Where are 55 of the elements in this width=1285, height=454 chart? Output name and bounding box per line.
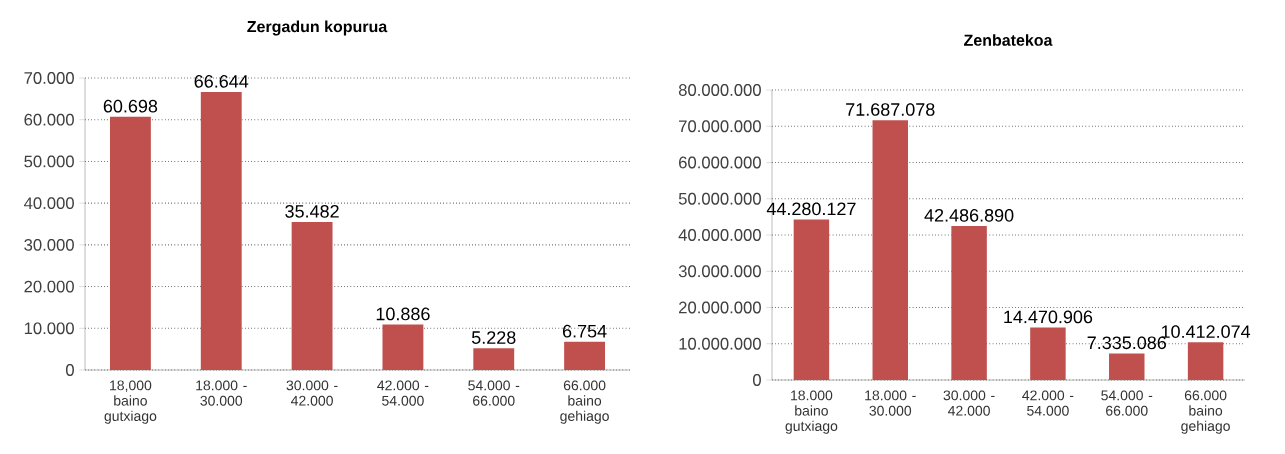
data-label: 60.698 [103, 99, 158, 113]
y-tick-label: 40.000.000 [678, 229, 761, 241]
y-tick-label: 70.000.000 [679, 120, 761, 133]
data-label: 71.687.078 [846, 103, 935, 116]
bar [951, 225, 987, 380]
y-tick-label: 50.000 [24, 155, 74, 168]
y-tick-label: 80.000.000 [678, 84, 761, 96]
x-tick-label: 30.000 - 42.000 [943, 390, 995, 416]
bar [1109, 353, 1145, 380]
y-tick-label: 40.000 [24, 197, 74, 210]
x-tick-label: 54.000 - 66.000 [1101, 390, 1153, 416]
x-tick-label: 30.000 - 42.000 [286, 380, 338, 406]
x-tick-label: 54.000 - 66.000 [468, 380, 520, 406]
bar [109, 116, 151, 370]
data-label: 6.754 [562, 324, 607, 338]
data-label: 66.644 [194, 74, 249, 88]
y-tick-label: 10.000 [24, 322, 74, 335]
x-tick-label: 42.000 - 54.000 [1022, 390, 1074, 416]
data-label: 5.228 [471, 331, 516, 344]
data-label: 35.482 [285, 204, 339, 218]
y-tick-label: 0 [752, 374, 761, 386]
data-label: 10.886 [376, 307, 430, 321]
x-tick-label: 66.000 baino gehiago [1181, 390, 1230, 434]
data-label: 44.280.127 [766, 202, 856, 216]
bar [793, 219, 830, 380]
y-tick-label: 60.000 [24, 113, 74, 126]
bar [200, 92, 242, 370]
chart-title: Zenbatekoa [964, 34, 1053, 46]
bar [872, 120, 908, 380]
y-tick-label: 60.000.000 [679, 156, 761, 169]
chart-title: Zergadun kopurua [247, 20, 388, 36]
x-tick-label: 18.000 baino gutxiago [785, 390, 838, 434]
bar [1030, 327, 1066, 380]
y-tick-label: 70.000 [24, 72, 74, 84]
bar [564, 341, 606, 370]
x-tick-label: 18.000 - 30.000 [196, 380, 247, 406]
bar [291, 221, 333, 370]
x-tick-label: 18.000 - 30.000 [865, 390, 916, 416]
data-label: 10.412.074 [1161, 325, 1251, 338]
x-tick-label: 66.000 baino gehiago [560, 380, 609, 424]
bar [382, 324, 424, 370]
y-tick-label: 20.000.000 [679, 301, 761, 314]
x-tick-label: 18,000 baino gutxiago [104, 380, 157, 424]
y-tick-label: 0 [65, 364, 74, 376]
data-label: 14.470.906 [1004, 310, 1093, 324]
y-tick-label: 10.000.000 [679, 337, 761, 350]
data-label: 42.486.890 [924, 208, 1014, 222]
y-tick-label: 50.000.000 [678, 192, 761, 205]
y-tick-label: 30.000.000 [678, 265, 761, 278]
y-tick-label: 20.000 [24, 280, 74, 293]
bar [473, 348, 515, 370]
y-tick-label: 30.000 [24, 238, 74, 251]
x-tick-label: 42.000 - 54.000 [377, 380, 429, 406]
bar [1187, 342, 1224, 380]
data-label: 7.335.086 [1087, 336, 1166, 350]
